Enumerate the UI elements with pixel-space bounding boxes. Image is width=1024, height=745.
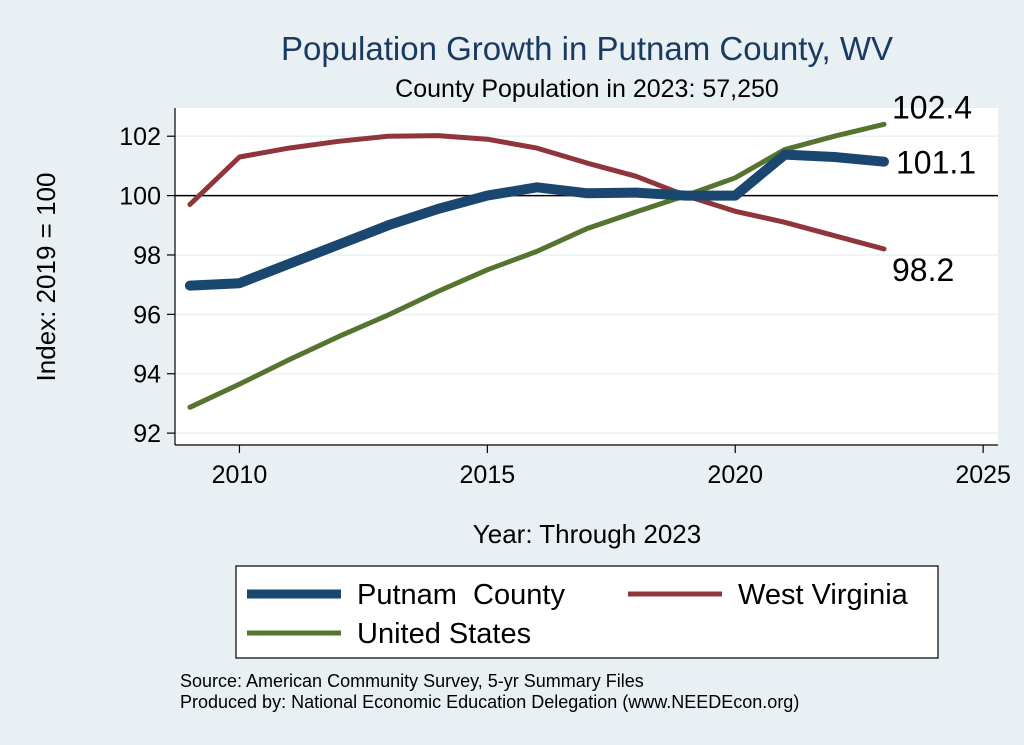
legend-label-united-states: United States bbox=[357, 618, 531, 650]
x-tick-label-2010: 2010 bbox=[212, 461, 268, 489]
x-tick-label-2015: 2015 bbox=[460, 461, 516, 489]
producer-note: Produced by: National Economic Education… bbox=[180, 692, 799, 712]
y-tick-label-102: 102 bbox=[119, 123, 161, 151]
legend-box bbox=[235, 565, 939, 659]
y-tick-label-100: 100 bbox=[119, 183, 161, 211]
y-tick-label-96: 96 bbox=[133, 301, 161, 329]
x-tick-label-2020: 2020 bbox=[707, 461, 763, 489]
x-axis-label: Year: Through 2023 bbox=[473, 519, 701, 549]
end-label-united-states: 102.4 bbox=[892, 89, 972, 125]
end-label-putnam-county: 101.1 bbox=[896, 145, 976, 181]
chart-title: Population Growth in Putnam County, WV bbox=[281, 30, 893, 67]
series-line-putnam-county bbox=[184, 149, 889, 291]
end-labels: 101.1 98.2 102.4 bbox=[892, 89, 976, 288]
y-tick-label-94: 94 bbox=[133, 361, 161, 389]
x-axis: 2010 2015 2020 2025 bbox=[175, 444, 1011, 489]
y-axis-label: Index: 2019 = 100 bbox=[31, 173, 61, 382]
series-line-west-virginia bbox=[187, 133, 887, 252]
end-label-west-virginia: 98.2 bbox=[892, 252, 954, 288]
chart-subtitle: County Population in 2023: 57,250 bbox=[395, 75, 779, 103]
series-lines bbox=[184, 121, 889, 410]
legend-label-putnam: Putnam County bbox=[357, 579, 565, 611]
legend: Putnam County West Virginia United State… bbox=[235, 565, 939, 659]
series-line-united-states bbox=[187, 121, 887, 410]
y-tick-label-92: 92 bbox=[133, 420, 161, 448]
legend-label-west-virginia: West Virginia bbox=[738, 579, 909, 611]
source-note: Source: American Community Survey, 5-yr … bbox=[180, 671, 644, 691]
x-tick-label-2025: 2025 bbox=[955, 461, 1011, 489]
y-tick-label-98: 98 bbox=[133, 242, 161, 270]
y-axis: 92 94 96 98 100 102 bbox=[119, 108, 176, 448]
